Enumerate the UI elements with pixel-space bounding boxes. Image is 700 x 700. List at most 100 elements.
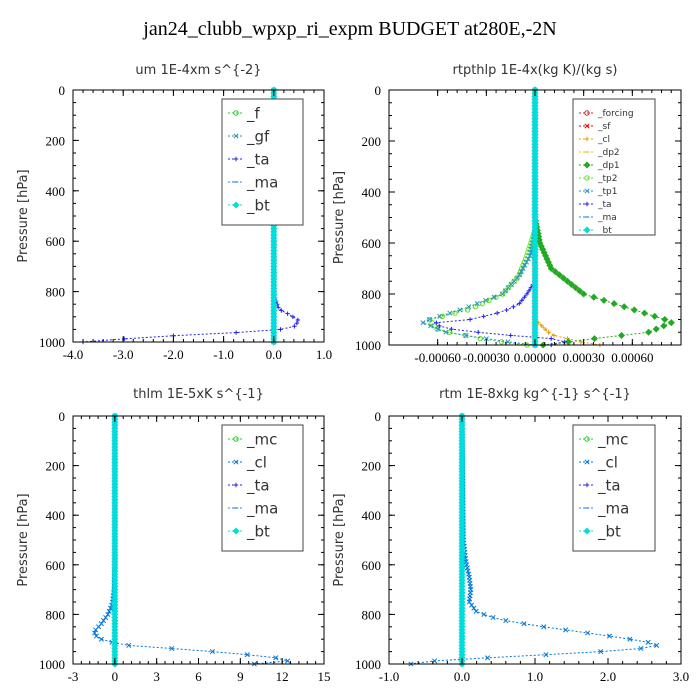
data-point xyxy=(105,611,111,617)
data-point xyxy=(578,339,584,345)
series-tp1 xyxy=(420,87,538,348)
data-point xyxy=(511,278,517,284)
legend-marker xyxy=(583,161,591,169)
y-tick-label: 1000 xyxy=(355,657,381,672)
x-tick-label: 15 xyxy=(318,669,331,684)
x-tick-label: 12 xyxy=(276,669,289,684)
data-point xyxy=(567,280,576,288)
data-point xyxy=(209,649,215,655)
legend-label: _gf xyxy=(246,127,270,146)
y-tick-label: 1000 xyxy=(355,338,381,353)
x-tick-label: 6 xyxy=(195,669,202,684)
data-point xyxy=(660,322,668,330)
legend-marker xyxy=(584,188,590,194)
data-point xyxy=(521,621,527,627)
legend-label: _ta xyxy=(597,200,612,210)
data-point xyxy=(563,627,569,633)
legend-marker xyxy=(233,133,239,139)
legend-label: _dp2 xyxy=(597,148,620,158)
y-tick-label: 800 xyxy=(362,607,382,622)
data-point xyxy=(437,323,442,329)
data-point xyxy=(93,627,99,633)
data-point xyxy=(514,275,520,281)
x-tick-label: 0 xyxy=(112,669,119,684)
data-point xyxy=(505,284,512,291)
data-point xyxy=(661,315,669,324)
data-point xyxy=(279,308,284,313)
legend-marker xyxy=(232,527,240,535)
data-point xyxy=(572,284,580,292)
panel-title: rtm 1E-8xkg kg^{-1} s^{-1} xyxy=(439,387,631,402)
data-point xyxy=(551,333,557,338)
y-axis-label: Pressure [hPa] xyxy=(332,493,347,586)
data-point xyxy=(434,320,439,325)
y-tick-label: 200 xyxy=(46,459,66,474)
data-point xyxy=(447,310,453,316)
data-point xyxy=(590,335,598,343)
legend-marker xyxy=(233,436,239,442)
data-point xyxy=(519,298,525,303)
panel-title: um 1E-4xm s^{-2} xyxy=(135,63,261,78)
data-point xyxy=(600,296,608,304)
y-tick-label: 600 xyxy=(362,558,382,573)
data-point xyxy=(580,290,588,298)
data-point xyxy=(525,256,531,262)
data-point xyxy=(491,294,497,300)
data-point xyxy=(486,297,492,304)
x-tick-label: 1.0 xyxy=(316,347,332,362)
data-point xyxy=(494,310,500,316)
legend-marker xyxy=(233,482,239,488)
legend-marker xyxy=(233,110,239,116)
y-axis-label: Pressure [hPa] xyxy=(16,493,31,586)
data-point xyxy=(524,291,530,297)
data-point xyxy=(563,277,571,285)
legend-label: _tp2 xyxy=(597,174,617,184)
panel-um: um 1E-4xm s^{-2} Pressure [hPa] -4.0 -3.0 -2… xyxy=(16,63,332,362)
data-point xyxy=(645,639,651,645)
data-point xyxy=(522,294,527,300)
x-tick-label: 0.00000 xyxy=(514,350,556,365)
x-tick-label: -0.00030 xyxy=(463,350,510,365)
data-point xyxy=(466,304,472,310)
data-point xyxy=(598,649,604,655)
data-point xyxy=(638,645,644,652)
data-point xyxy=(630,306,638,314)
x-tick-label: 0.00060 xyxy=(611,350,653,365)
legend-label: _ta xyxy=(246,476,270,495)
data-point xyxy=(618,331,626,339)
data-point xyxy=(585,630,591,636)
legend-marker xyxy=(584,459,590,465)
legend-marker xyxy=(233,459,239,465)
x-tick-label: 0.0 xyxy=(266,347,282,362)
y-tick-label: 0 xyxy=(59,83,66,98)
data-point xyxy=(92,630,98,636)
legend-label: _tp1 xyxy=(597,187,617,197)
data-point xyxy=(498,339,505,345)
data-point xyxy=(562,339,567,345)
x-tick-label: 1.0 xyxy=(527,669,543,684)
legend-label: _mc xyxy=(246,430,277,449)
x-tick-label: 0.0 xyxy=(454,669,470,684)
data-point xyxy=(508,333,513,338)
x-tick-label: 0.00030 xyxy=(563,350,605,365)
data-point xyxy=(103,614,109,621)
legend: _f _gf _ta _ma _bt xyxy=(221,98,304,226)
data-point xyxy=(477,335,483,342)
data-point xyxy=(541,624,547,630)
legend-label: _ma xyxy=(246,499,278,518)
panel-rtm: rtm 1E-8xkg kg^{-1} s^{-1} Pressure [hPa]… xyxy=(332,387,689,684)
data-point xyxy=(471,605,477,611)
data-point xyxy=(469,602,475,608)
data-point xyxy=(520,265,526,272)
data-point xyxy=(290,314,296,319)
data-point xyxy=(449,326,454,332)
data-point xyxy=(233,330,239,335)
data-point xyxy=(508,281,514,288)
data-point xyxy=(473,608,479,614)
x-tick-label: -2.0 xyxy=(163,347,184,362)
data-point xyxy=(452,310,458,316)
legend-label: _cl xyxy=(597,135,610,145)
x-tick-label: -3.0 xyxy=(113,347,134,362)
legend-label: _forcing xyxy=(597,109,634,119)
legend-label: _bt xyxy=(597,522,621,541)
